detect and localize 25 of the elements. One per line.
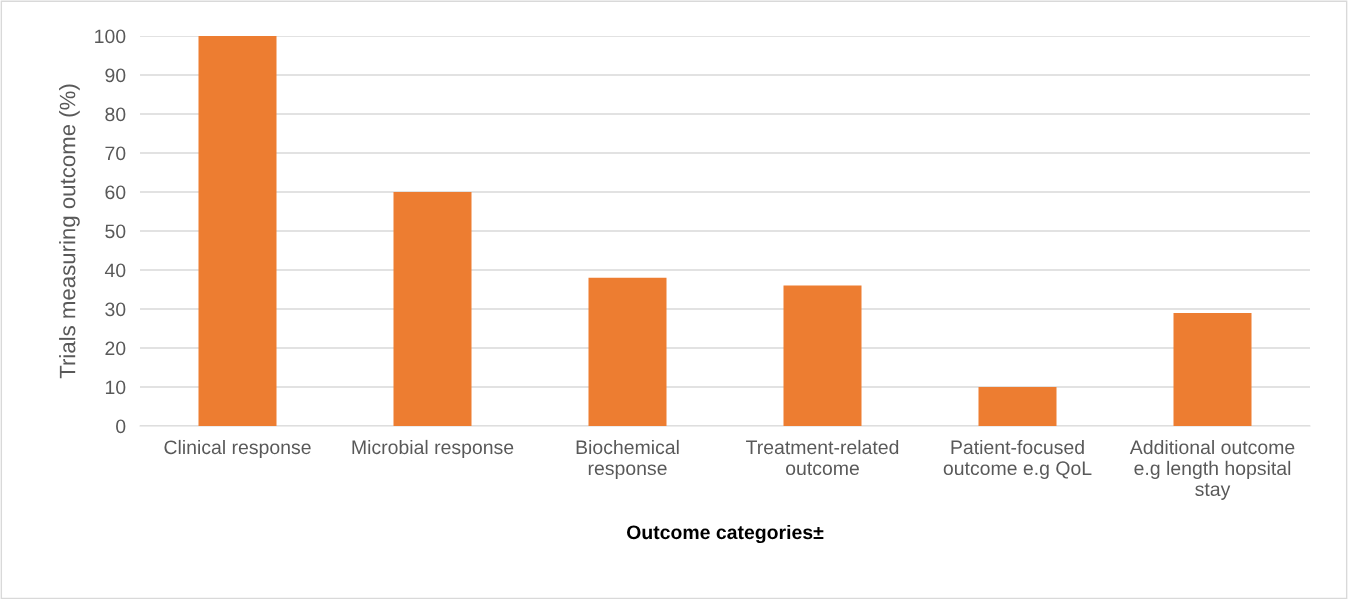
- y-tick-label: 70: [105, 146, 126, 161]
- y-tick-label: 0: [116, 419, 126, 434]
- y-tick-label: 10: [105, 380, 126, 395]
- bar: [1173, 312, 1252, 426]
- x-tick-label: Microbial response: [352, 439, 514, 459]
- y-tick-label: 100: [95, 29, 126, 44]
- x-axis-title: Outcome categories±: [627, 524, 824, 544]
- bar: [588, 277, 667, 426]
- x-tick-label: Patient-focused outcome e.g QoL: [943, 439, 1092, 479]
- y-tick-label: 90: [105, 68, 126, 83]
- y-tick-label: 20: [105, 341, 126, 356]
- x-tick-label: Clinical response: [164, 439, 311, 459]
- bar: [198, 36, 277, 426]
- y-tick-label: 30: [105, 302, 126, 317]
- bar: [393, 192, 472, 426]
- y-tick-label: 50: [105, 224, 126, 239]
- y-axis-title: Trials measuring outcome (%): [59, 84, 80, 379]
- y-tick-label: 60: [105, 185, 126, 200]
- x-tick-label: Additional outcome e.g length hopsital stay: [1129, 439, 1295, 500]
- x-tick-label: Treatment-related outcome: [746, 439, 899, 476]
- y-tick-label: 40: [104, 263, 126, 278]
- x-tick-label: Biochemical response: [576, 439, 679, 479]
- bar: [783, 285, 862, 426]
- y-tick-label: 80: [105, 107, 126, 122]
- bar: [978, 387, 1057, 426]
